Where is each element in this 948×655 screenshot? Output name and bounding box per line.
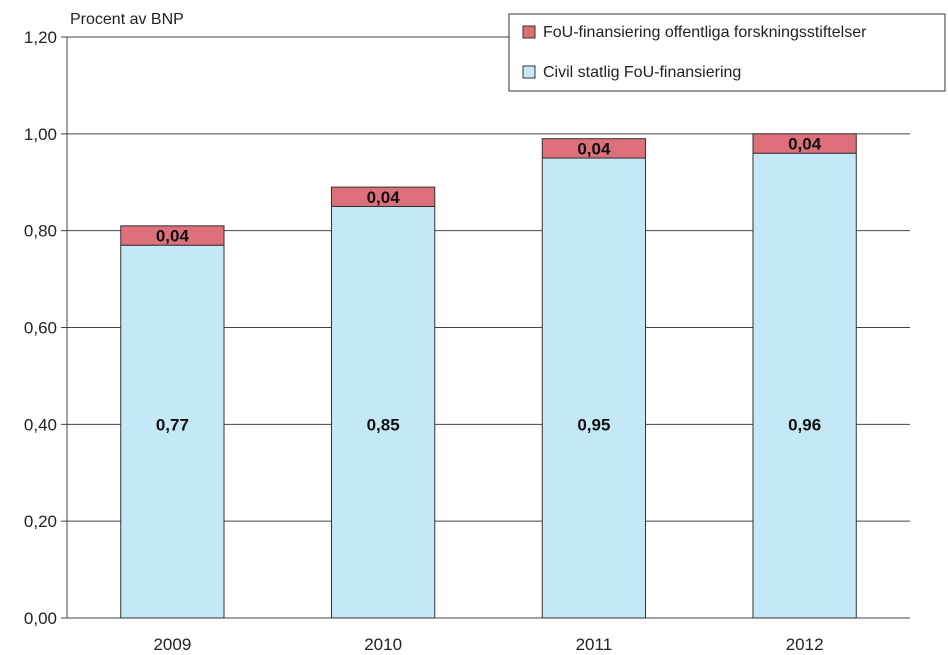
- y-tick-label: 0,20: [24, 512, 57, 531]
- x-tick-label: 2011: [576, 635, 613, 654]
- y-axis: 0,00 0,20 0,40 0,60 0,80 1,00 1,20: [24, 28, 68, 628]
- bar-segment: [120, 244, 225, 619]
- data-label: 0,04: [788, 135, 822, 154]
- data-label: 0,77: [156, 415, 189, 434]
- y-tick-label: 0,40: [24, 415, 57, 434]
- legend-frame: [508, 13, 946, 92]
- data-label: 0,96: [788, 415, 821, 434]
- y-axis-unit-label: Procent av BNP: [70, 11, 184, 28]
- x-axis: 2009 2010 2011 2012: [153, 635, 823, 654]
- x-tick-label: 2010: [364, 635, 402, 654]
- bar-segment: [752, 152, 857, 619]
- x-tick-label: 2012: [786, 635, 824, 654]
- data-labels: 0,77 0,04 0,85 0,04 0,95 0,04 0,96 0,04: [156, 135, 822, 435]
- y-tick-label: 0,60: [24, 319, 57, 338]
- y-tick-label: 0,00: [24, 609, 57, 628]
- y-tick-label: 1,00: [24, 125, 57, 144]
- data-label: 0,04: [577, 139, 611, 158]
- x-tick-label: 2009: [153, 635, 191, 654]
- data-label: 0,04: [367, 188, 401, 207]
- bar-segment: [330, 205, 436, 619]
- bar-segment: [330, 186, 436, 207]
- bar-segment: [541, 138, 647, 159]
- bar-segment: [120, 225, 225, 246]
- data-label: 0,85: [367, 415, 400, 434]
- bar-segment: [752, 133, 857, 154]
- legend-swatch-stiftelser: [522, 25, 536, 39]
- legend-swatch-civil: [522, 65, 536, 79]
- y-tick-label: 0,80: [24, 222, 57, 241]
- bars: [120, 133, 857, 619]
- data-label: 0,04: [156, 227, 190, 246]
- y-tick-label: 1,20: [24, 28, 57, 47]
- legend-label-civil: Civil statlig FoU-finansiering: [543, 64, 741, 81]
- legend-label-stiftelser: FoU-finansiering offentliga forskningsst…: [543, 24, 867, 41]
- legend: FoU-finansiering offentliga forskningsst…: [508, 13, 946, 92]
- data-label: 0,95: [577, 415, 610, 434]
- bar-segment: [541, 157, 647, 619]
